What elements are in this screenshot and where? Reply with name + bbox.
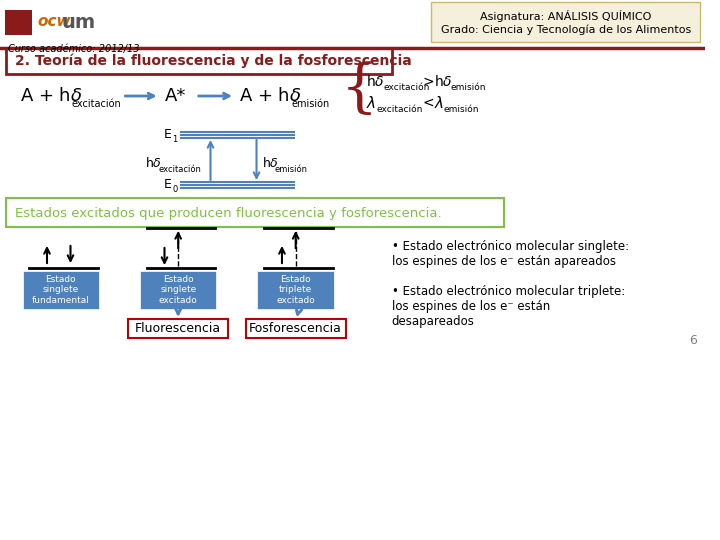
- Text: 2. Teoría de la fluorescencia y de la fosforescencia: 2. Teoría de la fluorescencia y de la fo…: [14, 54, 411, 68]
- Text: A + h$\delta$: A + h$\delta$: [19, 87, 82, 105]
- Text: emisión: emisión: [444, 105, 479, 114]
- Text: >: >: [423, 75, 435, 89]
- Text: emisión: emisión: [292, 99, 330, 109]
- Text: Asignatura: ANÁLISIS QUÍMICO: Asignatura: ANÁLISIS QUÍMICO: [480, 10, 652, 22]
- Text: <: <: [423, 96, 435, 110]
- Text: emisión: emisión: [451, 84, 486, 92]
- FancyBboxPatch shape: [6, 48, 392, 74]
- Text: $\lambda$: $\lambda$: [366, 95, 377, 111]
- Text: Curso académico: 2012/13: Curso académico: 2012/13: [8, 44, 140, 54]
- Text: Grado: Ciencia y Tecnología de los Alimentos: Grado: Ciencia y Tecnología de los Alime…: [441, 25, 691, 35]
- Text: {: {: [341, 62, 378, 118]
- Text: excitación: excitación: [71, 99, 121, 109]
- Text: h$\delta$: h$\delta$: [366, 75, 384, 90]
- Text: ocw: ocw: [37, 15, 71, 30]
- Text: A*: A*: [164, 87, 186, 105]
- Text: A + h$\delta$: A + h$\delta$: [239, 87, 301, 105]
- Text: Fosforescencia: Fosforescencia: [249, 322, 342, 335]
- Text: h$\delta$: h$\delta$: [433, 75, 452, 90]
- Text: emisión: emisión: [274, 165, 307, 173]
- FancyBboxPatch shape: [6, 198, 504, 227]
- FancyBboxPatch shape: [246, 319, 346, 338]
- FancyBboxPatch shape: [140, 271, 217, 309]
- Text: Estado
singlete
fundamental: Estado singlete fundamental: [32, 275, 89, 305]
- FancyBboxPatch shape: [22, 271, 99, 309]
- Text: 0: 0: [172, 185, 178, 193]
- Text: E: E: [163, 179, 171, 192]
- FancyBboxPatch shape: [128, 319, 228, 338]
- FancyBboxPatch shape: [5, 10, 32, 35]
- Text: E: E: [163, 129, 171, 141]
- Text: $\lambda$: $\lambda$: [433, 95, 444, 111]
- Text: Fluorescencia: Fluorescencia: [135, 322, 221, 335]
- Text: excitación: excitación: [384, 84, 430, 92]
- Text: 6: 6: [689, 334, 697, 347]
- Text: 1: 1: [172, 134, 178, 144]
- FancyBboxPatch shape: [258, 271, 334, 309]
- Text: h$\delta$: h$\delta$: [145, 156, 162, 170]
- Text: Estado
singlete
excitado: Estado singlete excitado: [159, 275, 197, 305]
- Text: h$\delta$: h$\delta$: [262, 156, 279, 170]
- Text: um: um: [62, 12, 96, 31]
- FancyBboxPatch shape: [431, 2, 700, 42]
- Text: Estado
triplete
excitado: Estado triplete excitado: [276, 275, 315, 305]
- Text: Estados excitados que producen fluorescencia y fosforescencia.: Estados excitados que producen fluoresce…: [14, 206, 441, 219]
- Text: excitación: excitación: [377, 105, 423, 114]
- Text: excitación: excitación: [158, 165, 202, 173]
- Text: • Estado electrónico molecular singlete:
los espines de los e⁻ están apareados: • Estado electrónico molecular singlete:…: [392, 240, 629, 268]
- Text: • Estado electrónico molecular triplete:
los espines de los e⁻ están
desapareado: • Estado electrónico molecular triplete:…: [392, 285, 625, 328]
